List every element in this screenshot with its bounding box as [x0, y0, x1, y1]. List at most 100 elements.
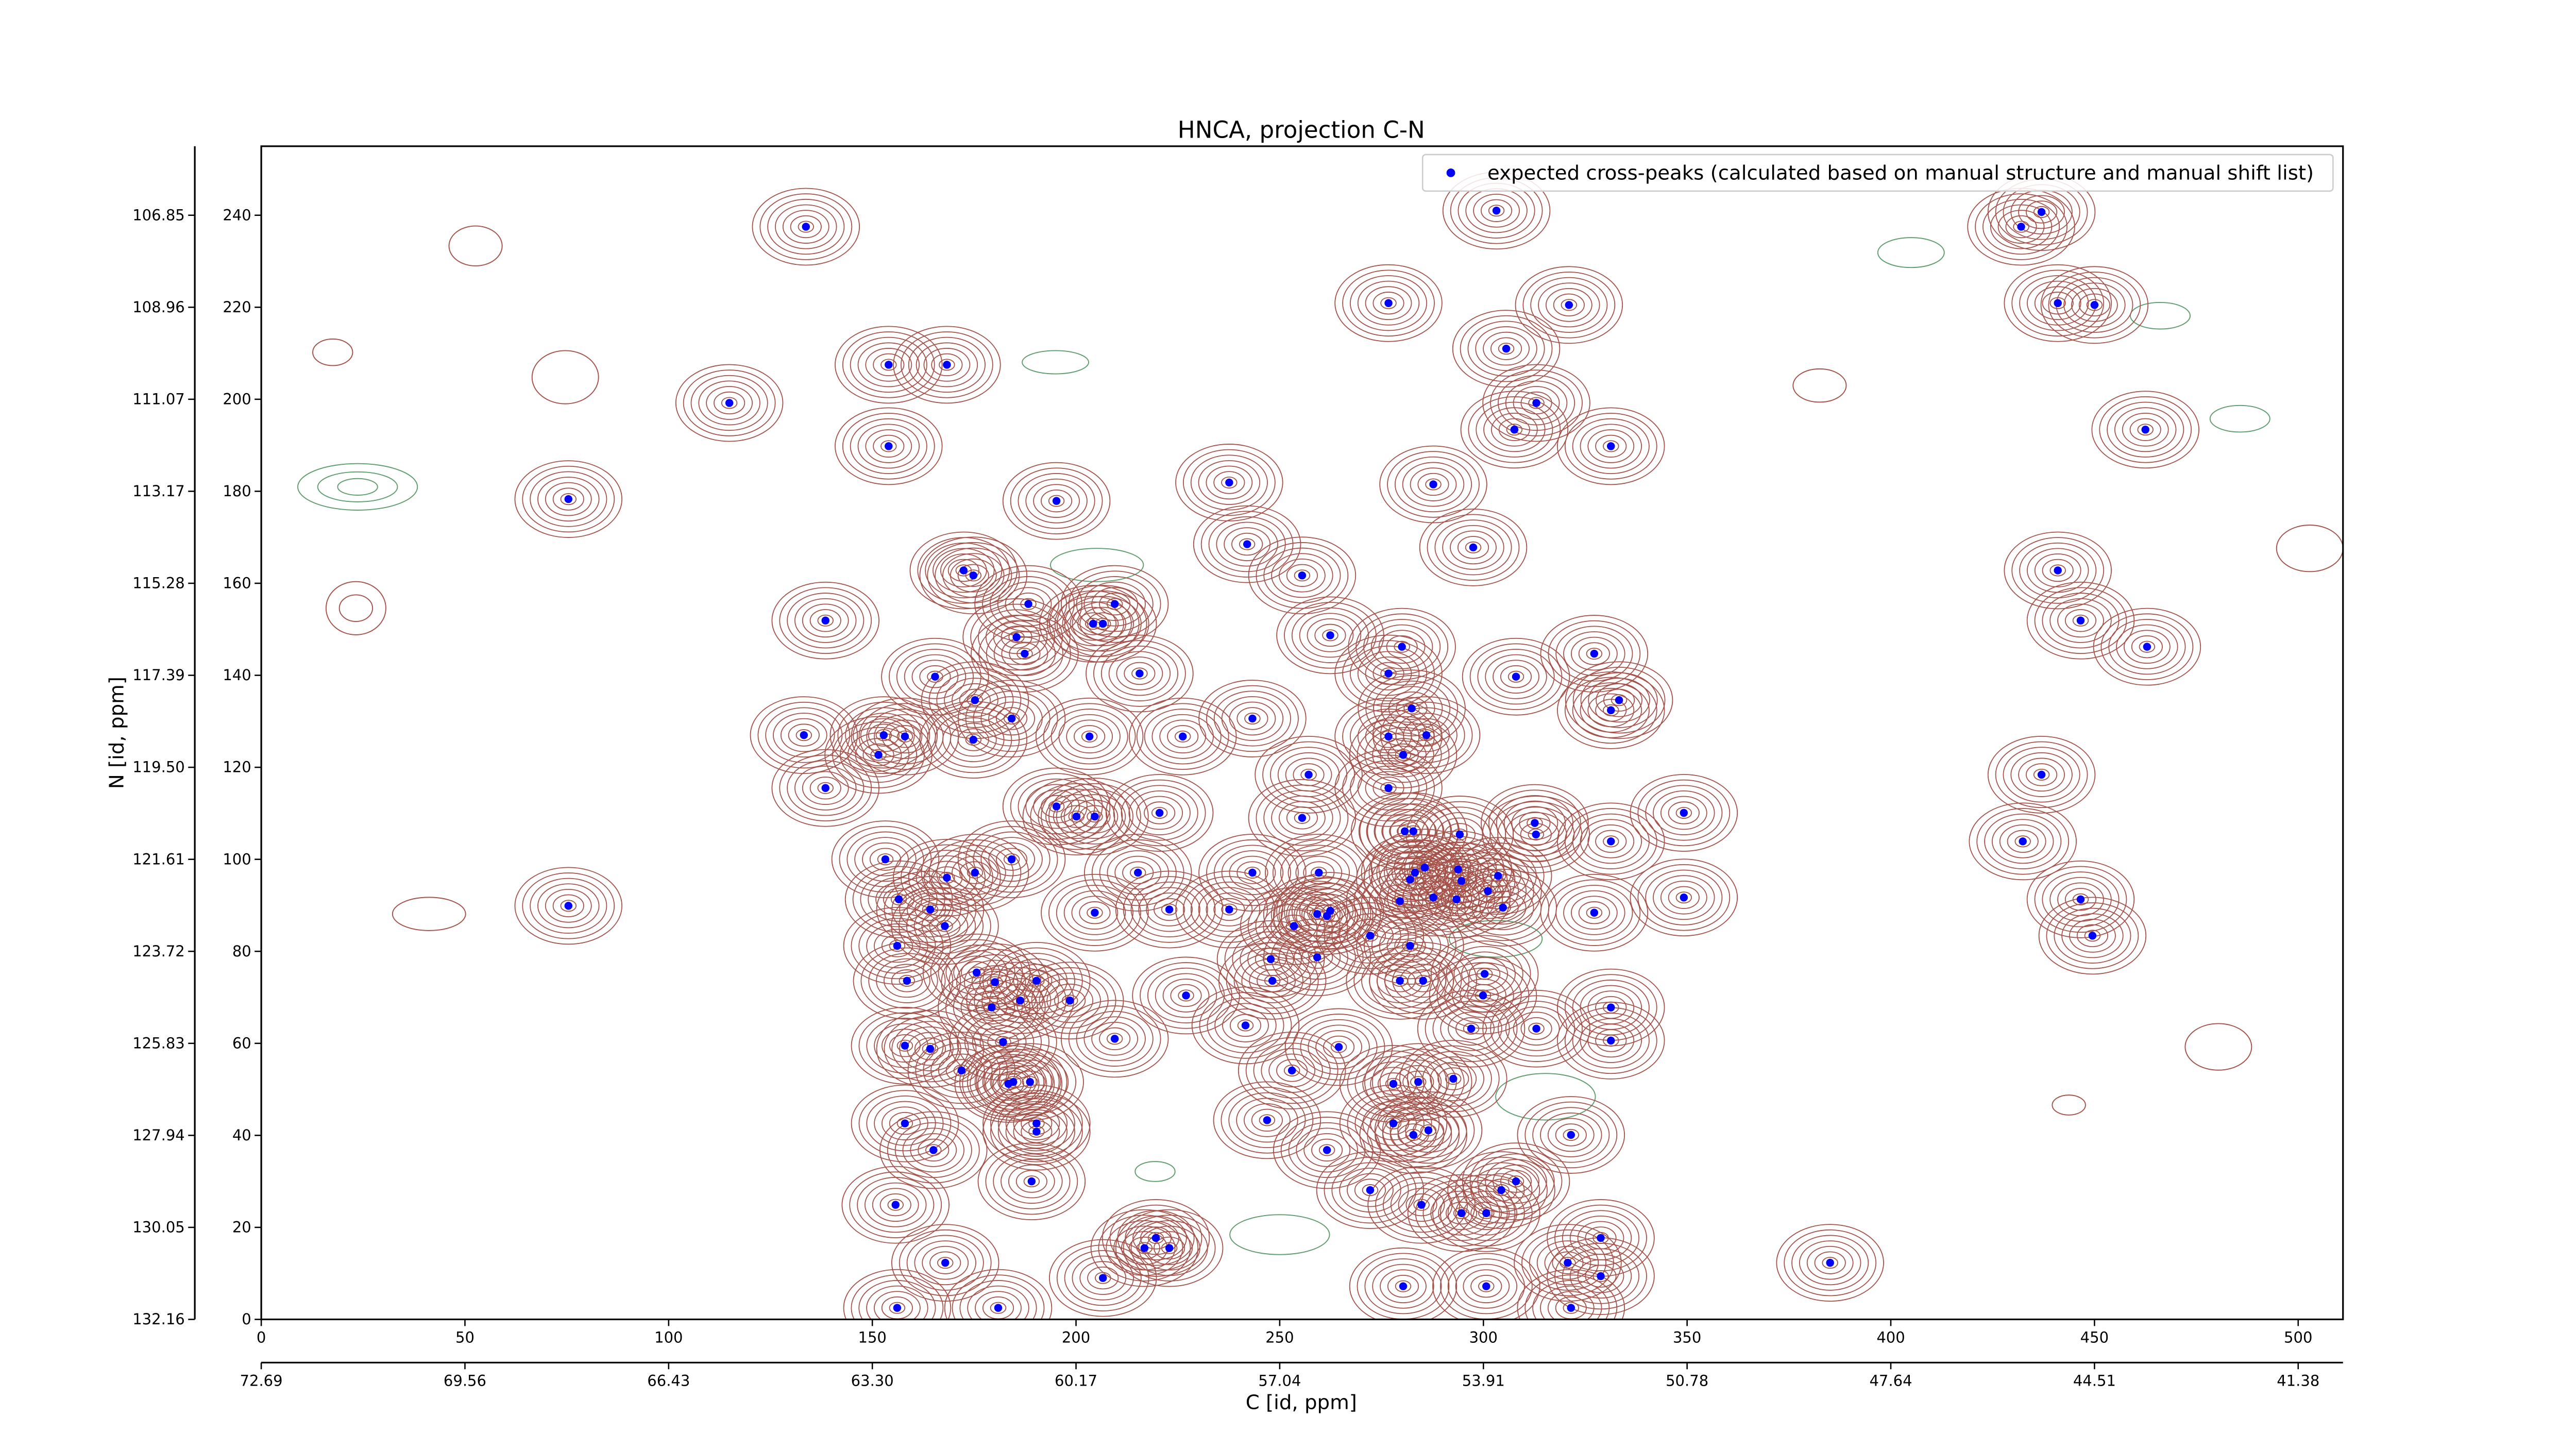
contour — [1565, 661, 1673, 739]
negative-contours — [297, 237, 2270, 1255]
contour — [1784, 1229, 1877, 1296]
contour — [698, 380, 760, 426]
contour — [985, 614, 1048, 660]
contour — [1214, 1003, 1277, 1048]
cross-peak — [1165, 1244, 1174, 1252]
contour — [1268, 1053, 1316, 1088]
contour — [1417, 886, 1449, 909]
contour — [853, 941, 961, 1020]
contour — [929, 914, 961, 938]
contour — [1375, 1107, 1452, 1163]
contour — [1199, 992, 1292, 1059]
contour — [817, 782, 834, 794]
contour — [923, 861, 971, 895]
cross-peak — [1384, 784, 1393, 793]
contour — [959, 861, 991, 884]
contour — [960, 985, 1023, 1030]
contour — [1206, 465, 1253, 500]
contour — [1048, 879, 1141, 946]
contour — [1455, 1017, 1487, 1040]
contour — [842, 413, 935, 480]
contour — [1524, 1274, 1618, 1320]
y-axis-label: N [id, ppm] — [105, 677, 128, 789]
contour — [2139, 641, 2156, 653]
cross-peak — [1012, 633, 1021, 642]
contour — [1382, 1097, 1475, 1164]
contour — [1395, 749, 1412, 761]
contour — [1115, 870, 1224, 949]
contour — [1469, 643, 1563, 710]
cross-peak — [1225, 478, 1233, 487]
contour — [971, 615, 1079, 693]
contour — [1182, 449, 1276, 516]
contour — [891, 969, 923, 992]
contour — [870, 749, 887, 761]
contour — [1066, 719, 1113, 754]
contour — [1394, 934, 1426, 957]
contour — [872, 1188, 919, 1222]
contour — [2137, 424, 2154, 436]
cross-peak — [1298, 814, 1307, 822]
contour — [887, 1117, 980, 1184]
contour — [1010, 773, 1103, 840]
contour — [2033, 768, 2050, 781]
contour — [1060, 565, 1169, 643]
contour — [1349, 645, 1428, 702]
contour — [889, 643, 981, 710]
contour — [882, 1106, 928, 1140]
cross-peak — [800, 731, 808, 739]
contour — [988, 701, 1036, 736]
contour — [1009, 642, 1041, 665]
cross-peak — [1497, 1186, 1505, 1194]
cross-peak — [1290, 922, 1298, 930]
contour — [1362, 1061, 1425, 1106]
cross-peak — [943, 873, 951, 882]
contour — [1587, 429, 1635, 463]
contour — [883, 888, 915, 911]
cross-peak — [1429, 894, 1437, 902]
contour — [899, 892, 991, 959]
contour — [970, 603, 1063, 671]
contour — [1371, 1049, 1465, 1116]
contour — [944, 678, 1006, 723]
contour — [837, 701, 930, 769]
contour — [1056, 885, 1133, 941]
contour — [1481, 199, 1513, 222]
contour — [1288, 888, 1366, 944]
y2-tick-label: 106.85 — [132, 206, 185, 224]
cross-peak — [1414, 1078, 1422, 1086]
contour — [916, 342, 978, 387]
cross-peak — [1422, 731, 1431, 739]
contour — [1630, 774, 1738, 852]
cross-peak — [894, 895, 903, 904]
contour — [1483, 407, 1546, 452]
contour — [1586, 906, 1603, 919]
contour — [1322, 629, 1338, 642]
cross-peak — [1304, 770, 1313, 779]
contour — [1485, 654, 1547, 699]
contour — [1273, 877, 1381, 955]
contour — [1106, 598, 1123, 610]
contour — [1138, 1225, 1200, 1271]
contour — [1115, 1209, 1224, 1287]
cross-peak — [1004, 1080, 1013, 1088]
contour — [1106, 1033, 1123, 1045]
contour — [2063, 282, 2126, 328]
contour — [1365, 675, 1459, 742]
contour — [1291, 607, 1369, 663]
cross-peak — [1366, 932, 1375, 940]
contour — [1155, 973, 1217, 1018]
contour — [1099, 592, 1131, 616]
contour — [1478, 1207, 1495, 1219]
contour — [1580, 1018, 1642, 1063]
contour — [1513, 386, 1560, 420]
contour — [690, 375, 768, 431]
contour — [1517, 1269, 1625, 1320]
contour — [981, 972, 1059, 1029]
contour — [1236, 1098, 1298, 1143]
contour — [922, 1245, 969, 1280]
contour — [945, 950, 1008, 995]
contour — [868, 723, 900, 747]
contour — [1342, 754, 1435, 821]
contour — [1476, 401, 1553, 458]
